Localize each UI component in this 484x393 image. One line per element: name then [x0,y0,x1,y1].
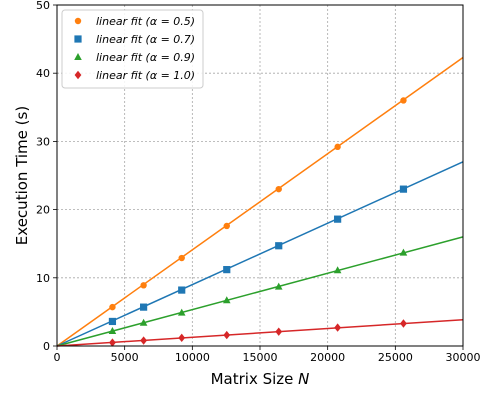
y-tick-label: 0 [43,340,50,353]
fit-line [56,56,464,347]
data-point [334,215,342,223]
data-point [400,97,407,104]
legend-label: linear fit (α = 0.5) [96,15,195,28]
y-tick-label: 20 [36,204,50,217]
y-tick-label: 10 [36,272,50,285]
data-point [108,326,117,334]
legend: linear fit (α = 0.5) linear fit (α = 0.7)… [61,9,204,89]
data-point [178,254,185,262]
data-point [140,303,148,311]
fit-line [56,161,464,347]
data-point [223,222,230,230]
fit-line [56,318,464,347]
fit-lines [56,56,464,347]
data-point [140,282,147,289]
legend-marker [74,70,82,80]
legend-label: linear fit (α = 0.7) [96,33,195,46]
data-point [222,296,231,304]
data-point [108,317,117,326]
x-tick-label: 15000 [243,351,278,364]
data-point [109,338,116,347]
legend-label: linear fit (α = 0.9) [96,51,195,64]
data-point [140,336,148,345]
data-point [275,185,282,193]
legend-marker [74,17,82,25]
x-tick-label: 30000 [446,351,481,364]
data-point [139,318,148,326]
y-axis-title: Execution Time (s) [13,106,31,245]
x-tick-label: 0 [54,351,61,364]
data-point [177,308,186,316]
data-point [109,303,116,311]
data-point [334,143,341,151]
data-point [399,248,408,256]
legend-box [61,9,204,89]
data-point [274,282,283,290]
data-markers [108,97,408,347]
data-point [399,185,408,193]
data-point [275,242,283,250]
legend-marker [74,35,82,43]
x-tick-label: 25000 [378,351,413,364]
data-point [275,327,283,336]
data-point [400,319,407,328]
x-tick-label: 10000 [175,351,210,364]
legend-marker [74,53,82,60]
x-axis-title: Matrix Size N [211,370,310,388]
x-tick-label: 5000 [111,351,139,364]
data-point [334,323,342,332]
data-point [178,333,186,343]
fit-line [56,236,464,347]
data-point [178,286,186,294]
x-tick-label: 20000 [310,351,345,364]
y-tick-label: 40 [36,67,50,80]
y-tick-label: 30 [36,135,50,148]
data-point [223,266,231,274]
data-point [223,330,231,340]
y-tick-label: 50 [36,0,50,12]
axis-ticks: 0 5000 10000 15000 20000 25000 30000 0 10 20 30 40 5… [36,0,481,364]
legend-label: linear fit (α = 1.0) [96,69,195,82]
data-point [333,266,342,274]
